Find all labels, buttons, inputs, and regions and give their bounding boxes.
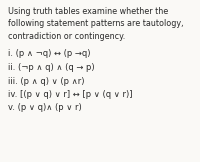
Text: Using truth tables examine whether the: Using truth tables examine whether the (8, 7, 168, 16)
Text: i. (p ∧ ¬q) ↔ (p →q): i. (p ∧ ¬q) ↔ (p →q) (8, 50, 90, 58)
Text: following statement patterns are tautology,: following statement patterns are tautolo… (8, 19, 184, 29)
Text: contradiction or contingency.: contradiction or contingency. (8, 32, 125, 41)
Text: iii. (p ∧ q) ∨ (p ∧r): iii. (p ∧ q) ∨ (p ∧r) (8, 76, 84, 86)
Text: ii. (¬p ∧ q) ∧ (q → p): ii. (¬p ∧ q) ∧ (q → p) (8, 63, 95, 72)
Text: v. (p ∨ q)∧ (p ∨ r): v. (p ∨ q)∧ (p ∨ r) (8, 104, 82, 112)
Text: iv. [(p ∨ q) ∨ r] ↔ [p ∨ (q ∨ r)]: iv. [(p ∨ q) ∨ r] ↔ [p ∨ (q ∨ r)] (8, 90, 132, 99)
